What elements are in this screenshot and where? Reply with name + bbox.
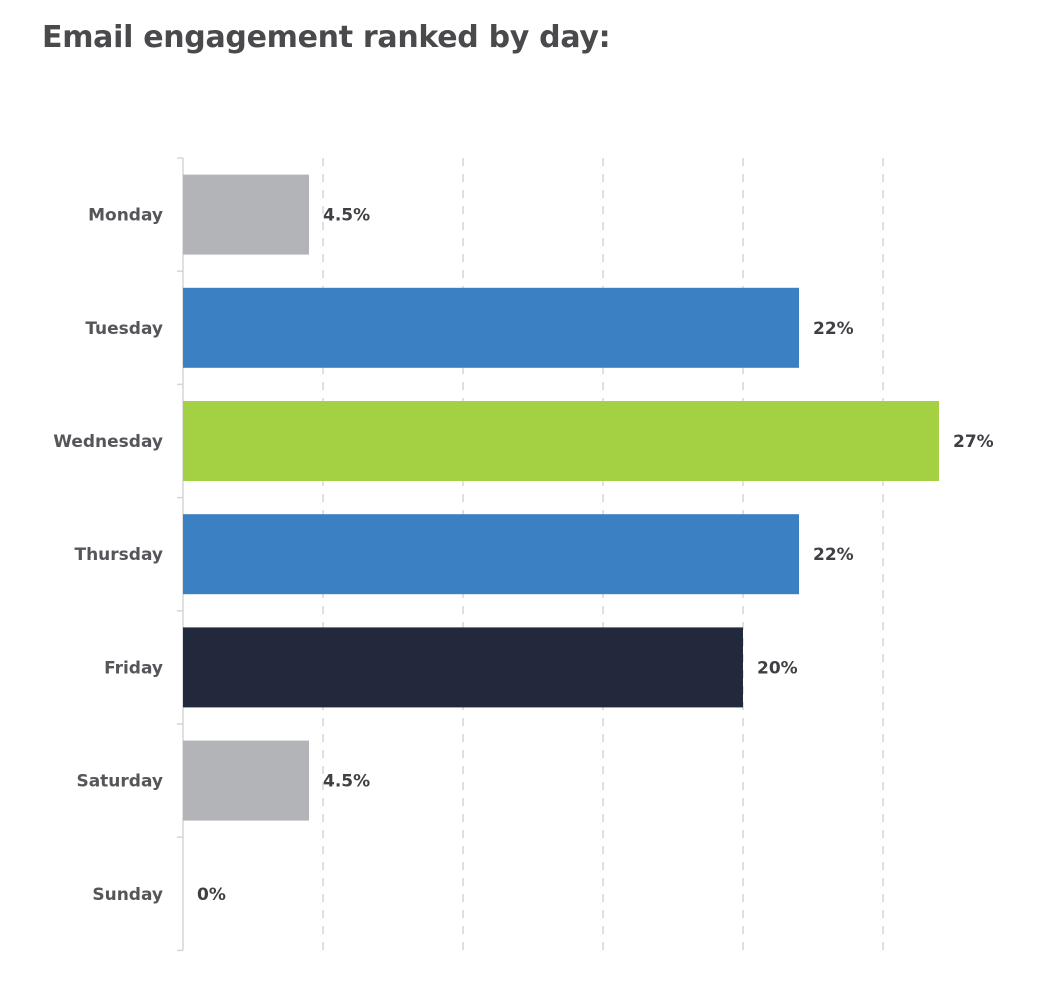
- bar-wednesday: [183, 401, 939, 481]
- data-label: 4.5%: [323, 206, 370, 226]
- category-label: Saturday: [76, 772, 163, 792]
- data-label: 22%: [813, 319, 854, 339]
- bar-tuesday: [183, 287, 799, 368]
- data-label: 0%: [197, 885, 226, 905]
- data-label: 4.5%: [323, 772, 370, 792]
- bar-thursday: [183, 514, 799, 595]
- chart-title: Email engagement ranked by day:: [42, 20, 611, 55]
- category-label: Wednesday: [53, 432, 163, 452]
- data-label: 20%: [757, 658, 798, 678]
- bar-monday: [183, 174, 309, 255]
- category-label: Monday: [88, 206, 163, 226]
- data-label: 27%: [953, 432, 994, 452]
- category-label: Thursday: [74, 545, 163, 565]
- bar-friday: [183, 627, 743, 708]
- category-label: Sunday: [92, 885, 163, 905]
- category-label: Friday: [104, 658, 163, 678]
- bar-saturday: [183, 740, 309, 821]
- data-label: 22%: [813, 545, 854, 565]
- category-label: Tuesday: [85, 319, 163, 339]
